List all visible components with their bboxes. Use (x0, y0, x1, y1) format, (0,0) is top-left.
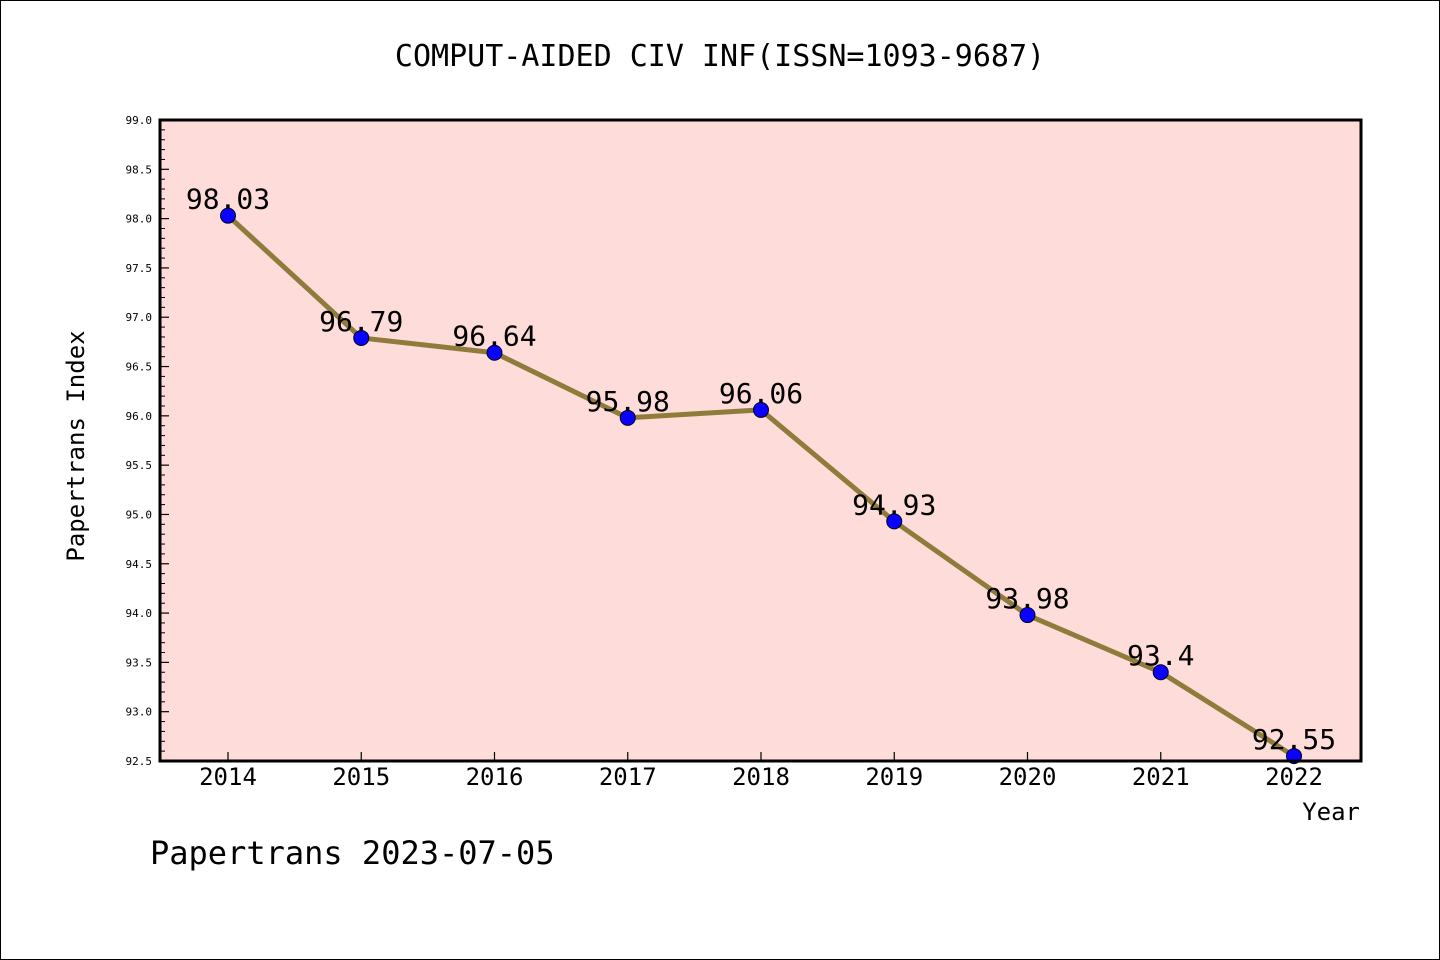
y-tick-label: 95.5 (126, 459, 153, 472)
series-layer (220, 207, 1302, 765)
data-label: 94.93 (852, 488, 936, 521)
y-tick-label: 94.0 (126, 607, 153, 620)
y-tick-label: 97.5 (126, 262, 153, 275)
y-tick-label: 94.5 (126, 558, 153, 571)
x-tick-label: 2017 (599, 763, 657, 791)
x-tick-label: 2018 (732, 763, 790, 791)
y-tick-label: 92.5 (126, 755, 153, 768)
x-tick-label: 2022 (1265, 763, 1323, 791)
data-point (886, 513, 903, 530)
y-tick-label: 93.0 (126, 706, 153, 719)
x-tick-label: 2019 (865, 763, 923, 791)
data-label: 92.55 (1252, 723, 1336, 756)
y-tick-label: 98.5 (126, 163, 153, 176)
y-tick-label: 96.5 (126, 361, 153, 374)
y-axis: 92.5 93.0 93.5 94.0 94.5 95.0 95.5 96.0 96.5 97.0… (126, 114, 169, 768)
chart-title: COMPUT-AIDED CIV INF(ISSN=1093-9687) (395, 39, 1045, 74)
y-tick-label: 97.0 (126, 311, 153, 324)
data-label: 96.79 (319, 305, 403, 338)
data-labels: 98.03 96.79 96.64 95.98 96.06 94.93 93.98 93.4 9… (186, 183, 1336, 756)
x-tick-label: 2015 (332, 763, 390, 791)
x-tick-label: 2020 (999, 763, 1057, 791)
data-point (1019, 607, 1036, 624)
data-label: 96.64 (452, 320, 536, 353)
data-label: 98.03 (186, 183, 270, 216)
y-axis-title: Papertrans Index (62, 330, 90, 561)
x-axis: 2014 2015 2016 2017 2018 2019 2020 2021 2022 (199, 752, 1323, 791)
data-point (619, 409, 636, 426)
data-point (353, 329, 370, 346)
x-tick-label: 2014 (199, 763, 257, 791)
data-point (486, 344, 503, 361)
x-axis-title: Year (1302, 798, 1360, 826)
data-label: 93.98 (985, 582, 1069, 615)
data-point (1152, 664, 1169, 681)
y-tick-label: 98.0 (126, 213, 153, 226)
data-label: 95.98 (586, 385, 670, 418)
x-tick-label: 2016 (466, 763, 524, 791)
y-tick-label: 95.0 (126, 508, 153, 521)
y-tick-label: 93.5 (126, 656, 153, 669)
data-point (753, 401, 769, 418)
y-tick-label: 96.0 (126, 410, 153, 423)
y-tick-label: 99.0 (126, 114, 153, 127)
plot-area (160, 120, 1361, 761)
data-label: 96.06 (719, 377, 803, 410)
plot-border (158, 118, 1363, 763)
x-tick-label: 2021 (1132, 763, 1190, 791)
data-point (220, 207, 236, 224)
data-label: 93.4 (1127, 639, 1194, 672)
footer-stamp: Papertrans 2023-07-05 (150, 834, 555, 872)
